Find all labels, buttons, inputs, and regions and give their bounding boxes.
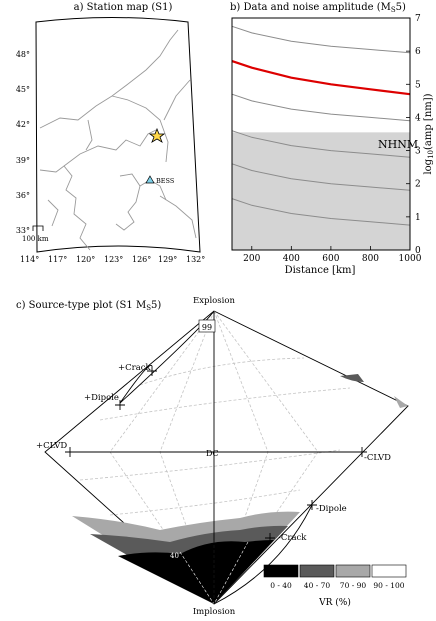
- noise-model-label: NHNM: [378, 138, 418, 151]
- crack-pos-label: +Crack: [118, 363, 152, 373]
- panel-c-title: c) Source-type plot (S1 MS5): [16, 300, 161, 312]
- x-tick-label: 1000: [399, 254, 422, 264]
- y-tick-label: 0: [415, 246, 421, 256]
- legend-label: 40 - 70: [304, 581, 331, 590]
- legend-title: VR (%): [318, 597, 351, 608]
- dipole-neg-label: -Dipole: [316, 504, 347, 514]
- lon-tick: 114°: [20, 255, 39, 264]
- lat-tick: 36°: [16, 191, 30, 200]
- scale-bar: [32, 225, 44, 231]
- legend-swatch-90-100: [371, 564, 407, 578]
- contour-label-box: [198, 319, 216, 333]
- legend-swatch-40-70: [299, 564, 335, 578]
- panel-c: c) Source-type plot (S1 MS5): [0, 290, 436, 617]
- station-label: BESS: [156, 177, 174, 185]
- panel-b: b) Data and noise amplitude (MS5) 200 400…: [210, 0, 436, 280]
- lon-tick: 120°: [76, 255, 95, 264]
- lat-tick: 42°: [16, 120, 30, 129]
- x-tick-label: 200: [243, 254, 260, 264]
- lune-markers: [65, 366, 367, 543]
- legend-swatch-70-90: [335, 564, 371, 578]
- implosion-label: Implosion: [193, 607, 236, 617]
- contour-label-top: 99: [202, 323, 212, 332]
- crack-neg-label: -Crack: [278, 533, 307, 543]
- noise-band: [232, 132, 410, 250]
- lon-tick: 129°: [158, 255, 177, 264]
- explosion-label: Explosion: [193, 296, 235, 306]
- panel-b-title: b) Data and noise amplitude (MS5): [230, 2, 406, 14]
- lon-tick: 123°: [104, 255, 123, 264]
- y-tick-label: 4: [415, 113, 421, 123]
- y-tick-label: 2: [415, 180, 421, 190]
- map-frame: [35, 17, 201, 253]
- panel-a: a) Station map (S1) 48° 45° 42° 39° 36° …: [0, 0, 210, 265]
- plot-frame: [231, 17, 411, 251]
- contour-0-40: [118, 540, 274, 604]
- y-axis-label: log10(amp [nm]): [423, 93, 435, 174]
- clvd-pos-label: +CLVD: [36, 441, 67, 451]
- lune-axes: [70, 310, 362, 605]
- map-borders: [39, 29, 197, 251]
- x-tick-label: 400: [283, 254, 300, 264]
- contour-right-edge: [394, 396, 408, 408]
- amplitude-curve-line: [231, 130, 411, 158]
- y-tick-label: 1: [415, 213, 421, 223]
- x-tick-label: 600: [322, 254, 339, 264]
- data-amplitude-line: [231, 60, 411, 96]
- y-tick-label: 3: [415, 147, 421, 157]
- lat-tick: 33°: [16, 226, 30, 235]
- dipole-pos-label: +Dipole: [84, 393, 119, 403]
- scale-label: 100 km: [22, 235, 49, 243]
- lon-tick: 132°: [186, 255, 205, 264]
- lon-tick: 126°: [132, 255, 151, 264]
- amplitude-curve-line: [231, 25, 411, 54]
- contour-top-right: [340, 374, 364, 382]
- lon-tick: 117°: [48, 255, 67, 264]
- contour-label-bottom: 40: [170, 552, 179, 560]
- vr-legend: 0 - 40 40 - 70 70 - 90 90 - 100 VR (%): [263, 564, 407, 608]
- amplitude-curve-line: [231, 163, 411, 191]
- dc-label: DC: [206, 449, 219, 458]
- legend-label: 0 - 40: [270, 581, 292, 590]
- x-axis-label: Distance [km]: [285, 265, 356, 276]
- legend-swatch-0-40: [263, 564, 299, 578]
- lat-tick: 48°: [16, 50, 30, 59]
- clvd-neg-label: -CLVD: [364, 453, 391, 463]
- panel-a-title: a) Station map (S1): [74, 2, 173, 13]
- lat-tick: 45°: [16, 85, 30, 94]
- y-tick-label: 7: [415, 14, 421, 24]
- x-tick-label: 800: [362, 254, 379, 264]
- legend-label: 90 - 100: [373, 581, 404, 590]
- amplitude-curve-line: [231, 198, 411, 226]
- y-tick-label: 6: [415, 47, 421, 57]
- station-triangle-icon: [145, 175, 155, 184]
- legend-label: 70 - 90: [340, 581, 367, 590]
- lat-tick: 39°: [16, 156, 30, 165]
- y-tick-label: 5: [415, 80, 421, 90]
- event-star-icon: [148, 127, 166, 143]
- amplitude-curve-line: [231, 93, 411, 122]
- lat-tick-labels: 48° 45° 42° 39° 36° 33°: [16, 50, 30, 235]
- lon-tick-labels: 114° 117° 120° 123° 126° 129° 132°: [20, 255, 205, 264]
